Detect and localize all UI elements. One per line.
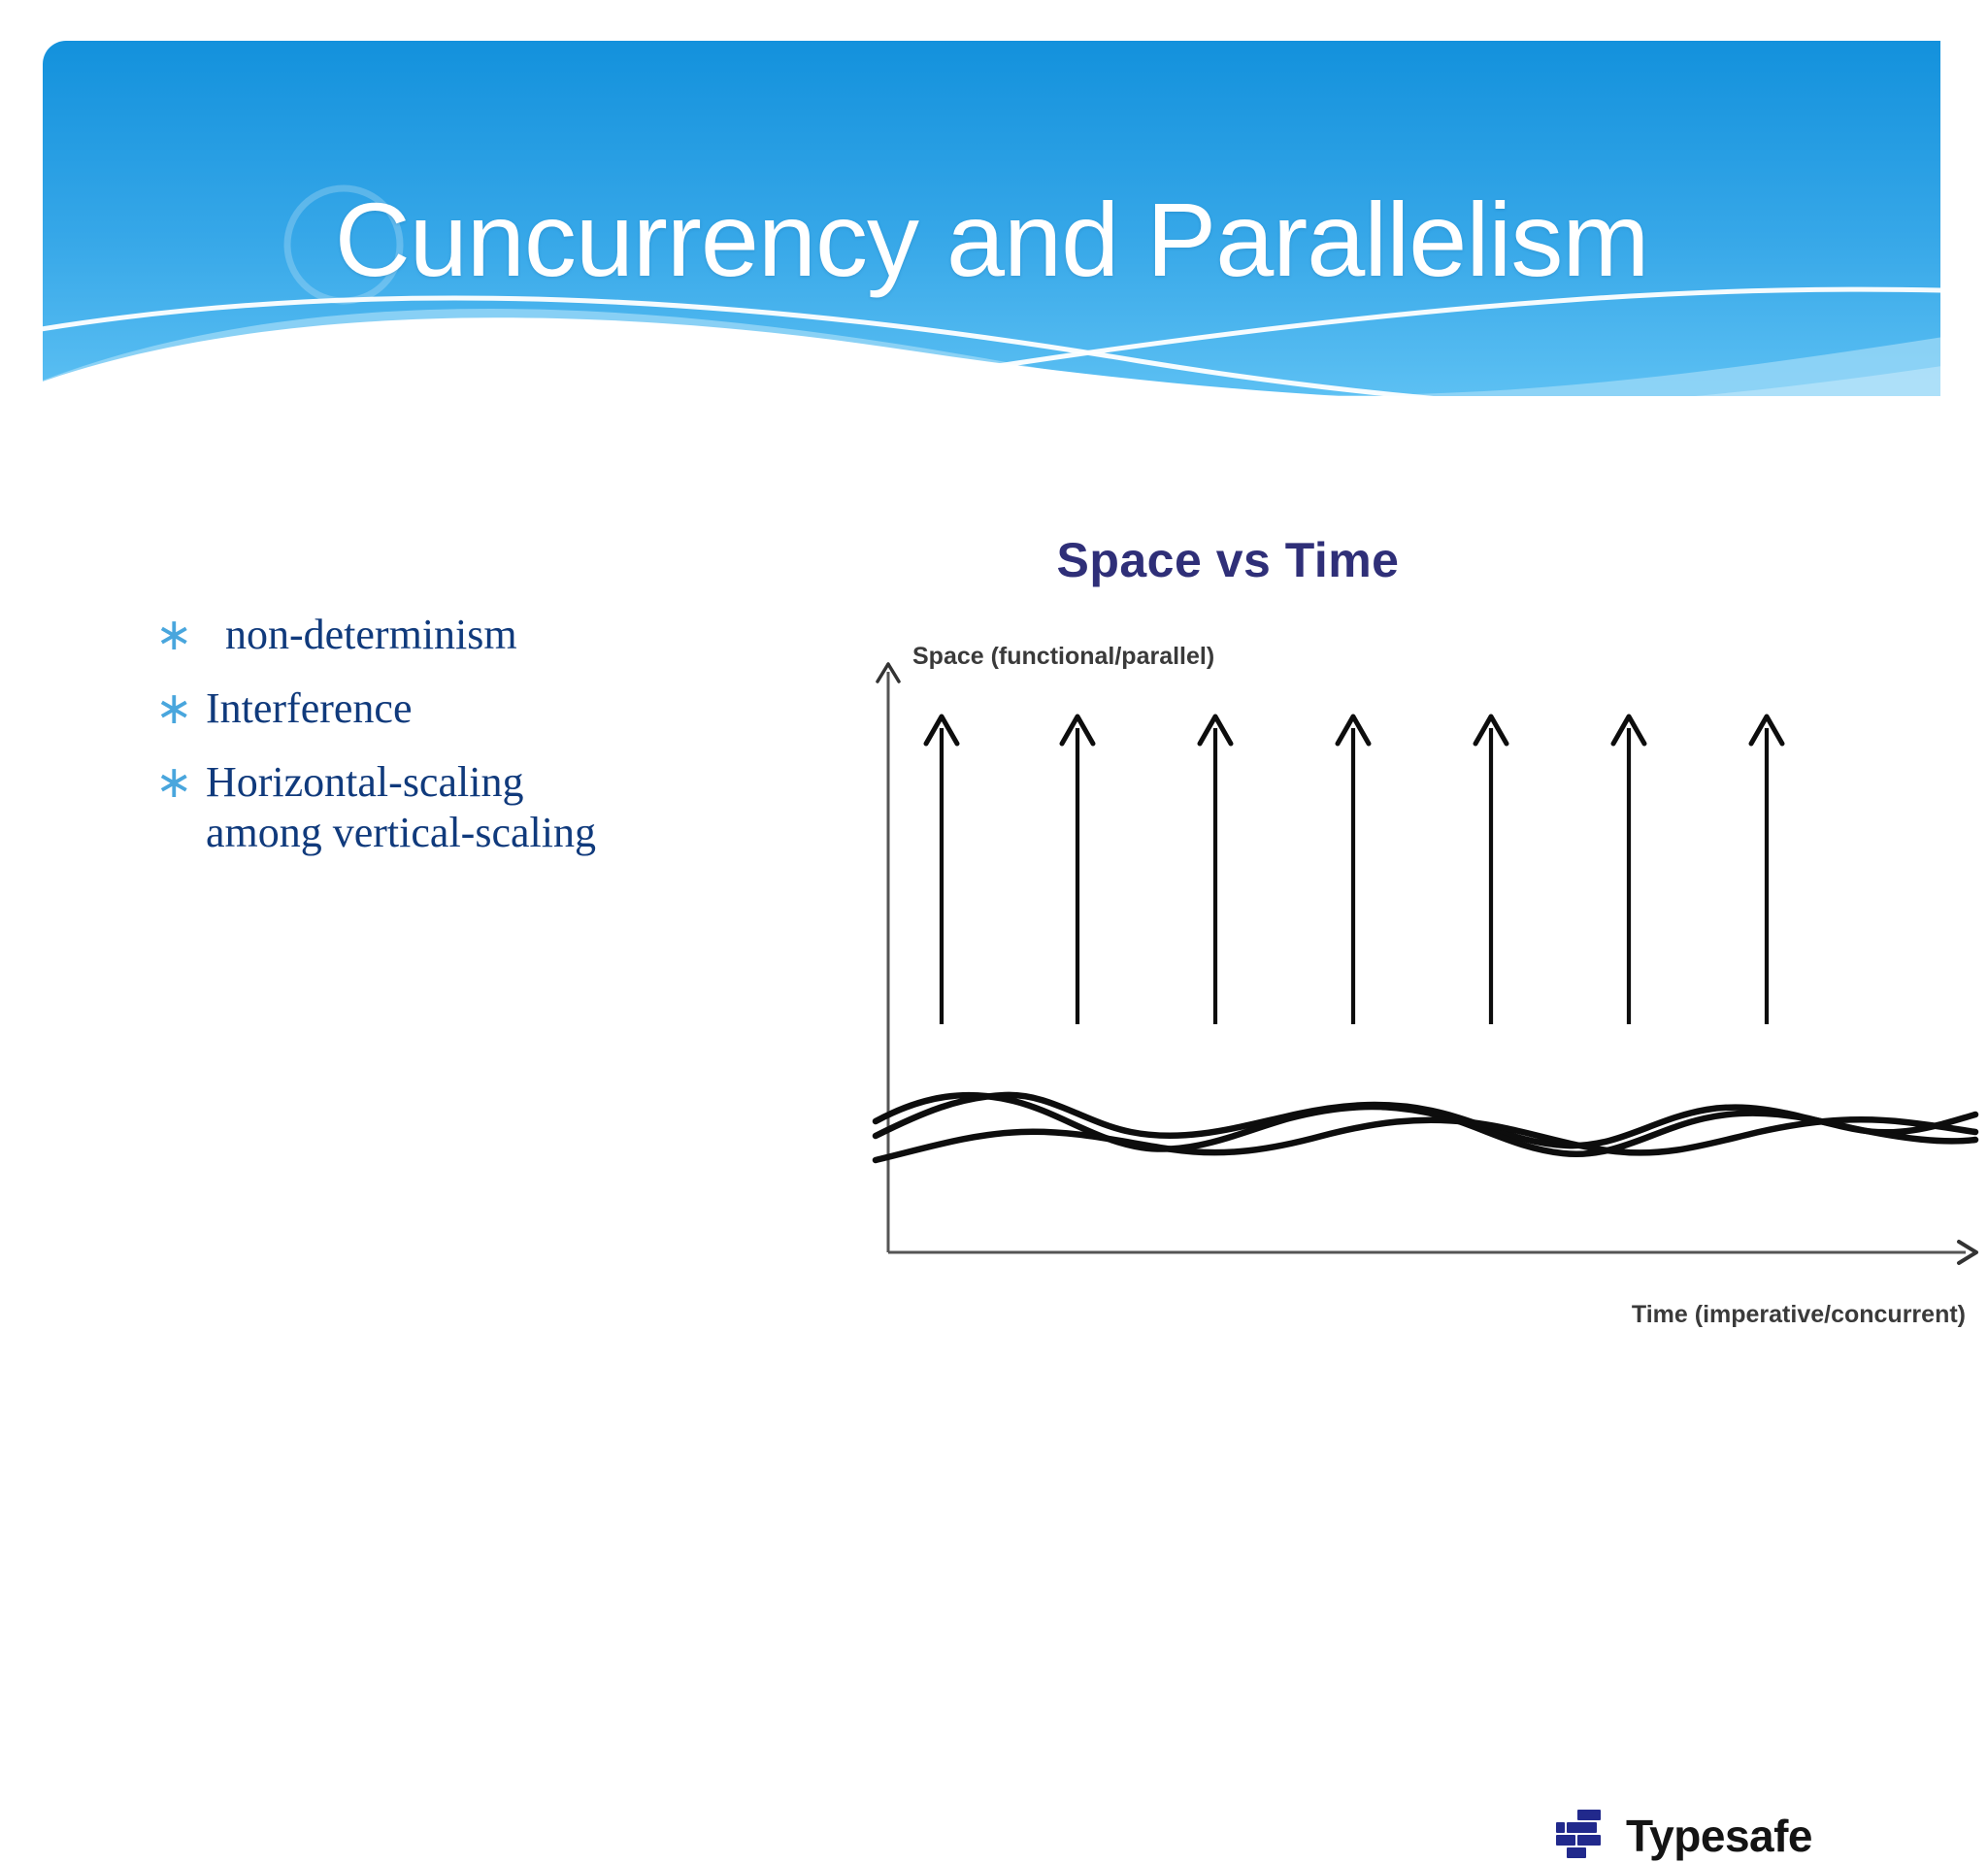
header-circle-accent — [283, 184, 404, 305]
wavy-line-3 — [872, 1115, 1979, 1164]
header-wave-white — [43, 317, 1940, 396]
wavy-line-group — [872, 1091, 1979, 1164]
list-item-label: Horizontal-scaling among vertical-scalin… — [206, 758, 596, 856]
vertical-arrow — [1059, 714, 1096, 1024]
asterisk-bullet-icon: ∗ — [155, 757, 193, 807]
slide-canvas: Cuncurrency and Parallelism ∗ non-determ… — [43, 41, 1980, 1861]
x-axis — [888, 1240, 1978, 1265]
slide-header-banner — [43, 41, 1940, 396]
x-axis-label: Time (imperative/concurrent) — [1632, 1301, 1966, 1328]
vertical-arrow — [923, 714, 960, 1024]
bullet-list: ∗ non-determinism ∗ Interference ∗ Horiz… — [155, 610, 777, 882]
list-item[interactable]: ∗ non-determinism — [155, 610, 777, 660]
page-title: Cuncurrency and Parallelism — [334, 181, 1650, 299]
asterisk-bullet-icon: ∗ — [155, 683, 193, 733]
vertical-arrow — [1335, 714, 1372, 1024]
typesafe-wordmark: Typesafe — [1626, 1811, 1813, 1861]
chart-svg: Space (functional/parallel) Time (impera… — [872, 643, 1979, 1328]
y-axis-label: Space (functional/parallel) — [912, 643, 1214, 670]
y-axis-arrowhead — [876, 662, 901, 683]
list-item-label: Interference — [206, 684, 413, 732]
vertical-arrow — [1473, 714, 1509, 1024]
typesafe-mark-icon — [1556, 1810, 1601, 1858]
wavy-line-2 — [872, 1091, 1979, 1158]
vertical-arrow — [1748, 714, 1785, 1024]
vertical-arrow — [1197, 714, 1234, 1024]
list-item[interactable]: ∗ Horizontal-scaling among vertical-scal… — [155, 757, 777, 858]
list-item[interactable]: ∗ Interference — [155, 683, 777, 734]
asterisk-bullet-icon: ∗ — [155, 610, 193, 659]
header-curve-stroke-b — [624, 286, 1940, 396]
y-axis — [876, 662, 901, 1252]
x-axis-arrowhead — [1957, 1240, 1978, 1265]
space-vs-time-figure: Space vs Time Space (functional/parallel… — [738, 505, 1980, 1861]
list-item-label: non-determinism — [225, 611, 517, 658]
vertical-arrow-group — [923, 714, 1785, 1024]
typesafe-logo: Typesafe — [1556, 1809, 1813, 1863]
vertical-arrow — [1610, 714, 1647, 1024]
figure-title: Space vs Time — [1056, 533, 1400, 587]
